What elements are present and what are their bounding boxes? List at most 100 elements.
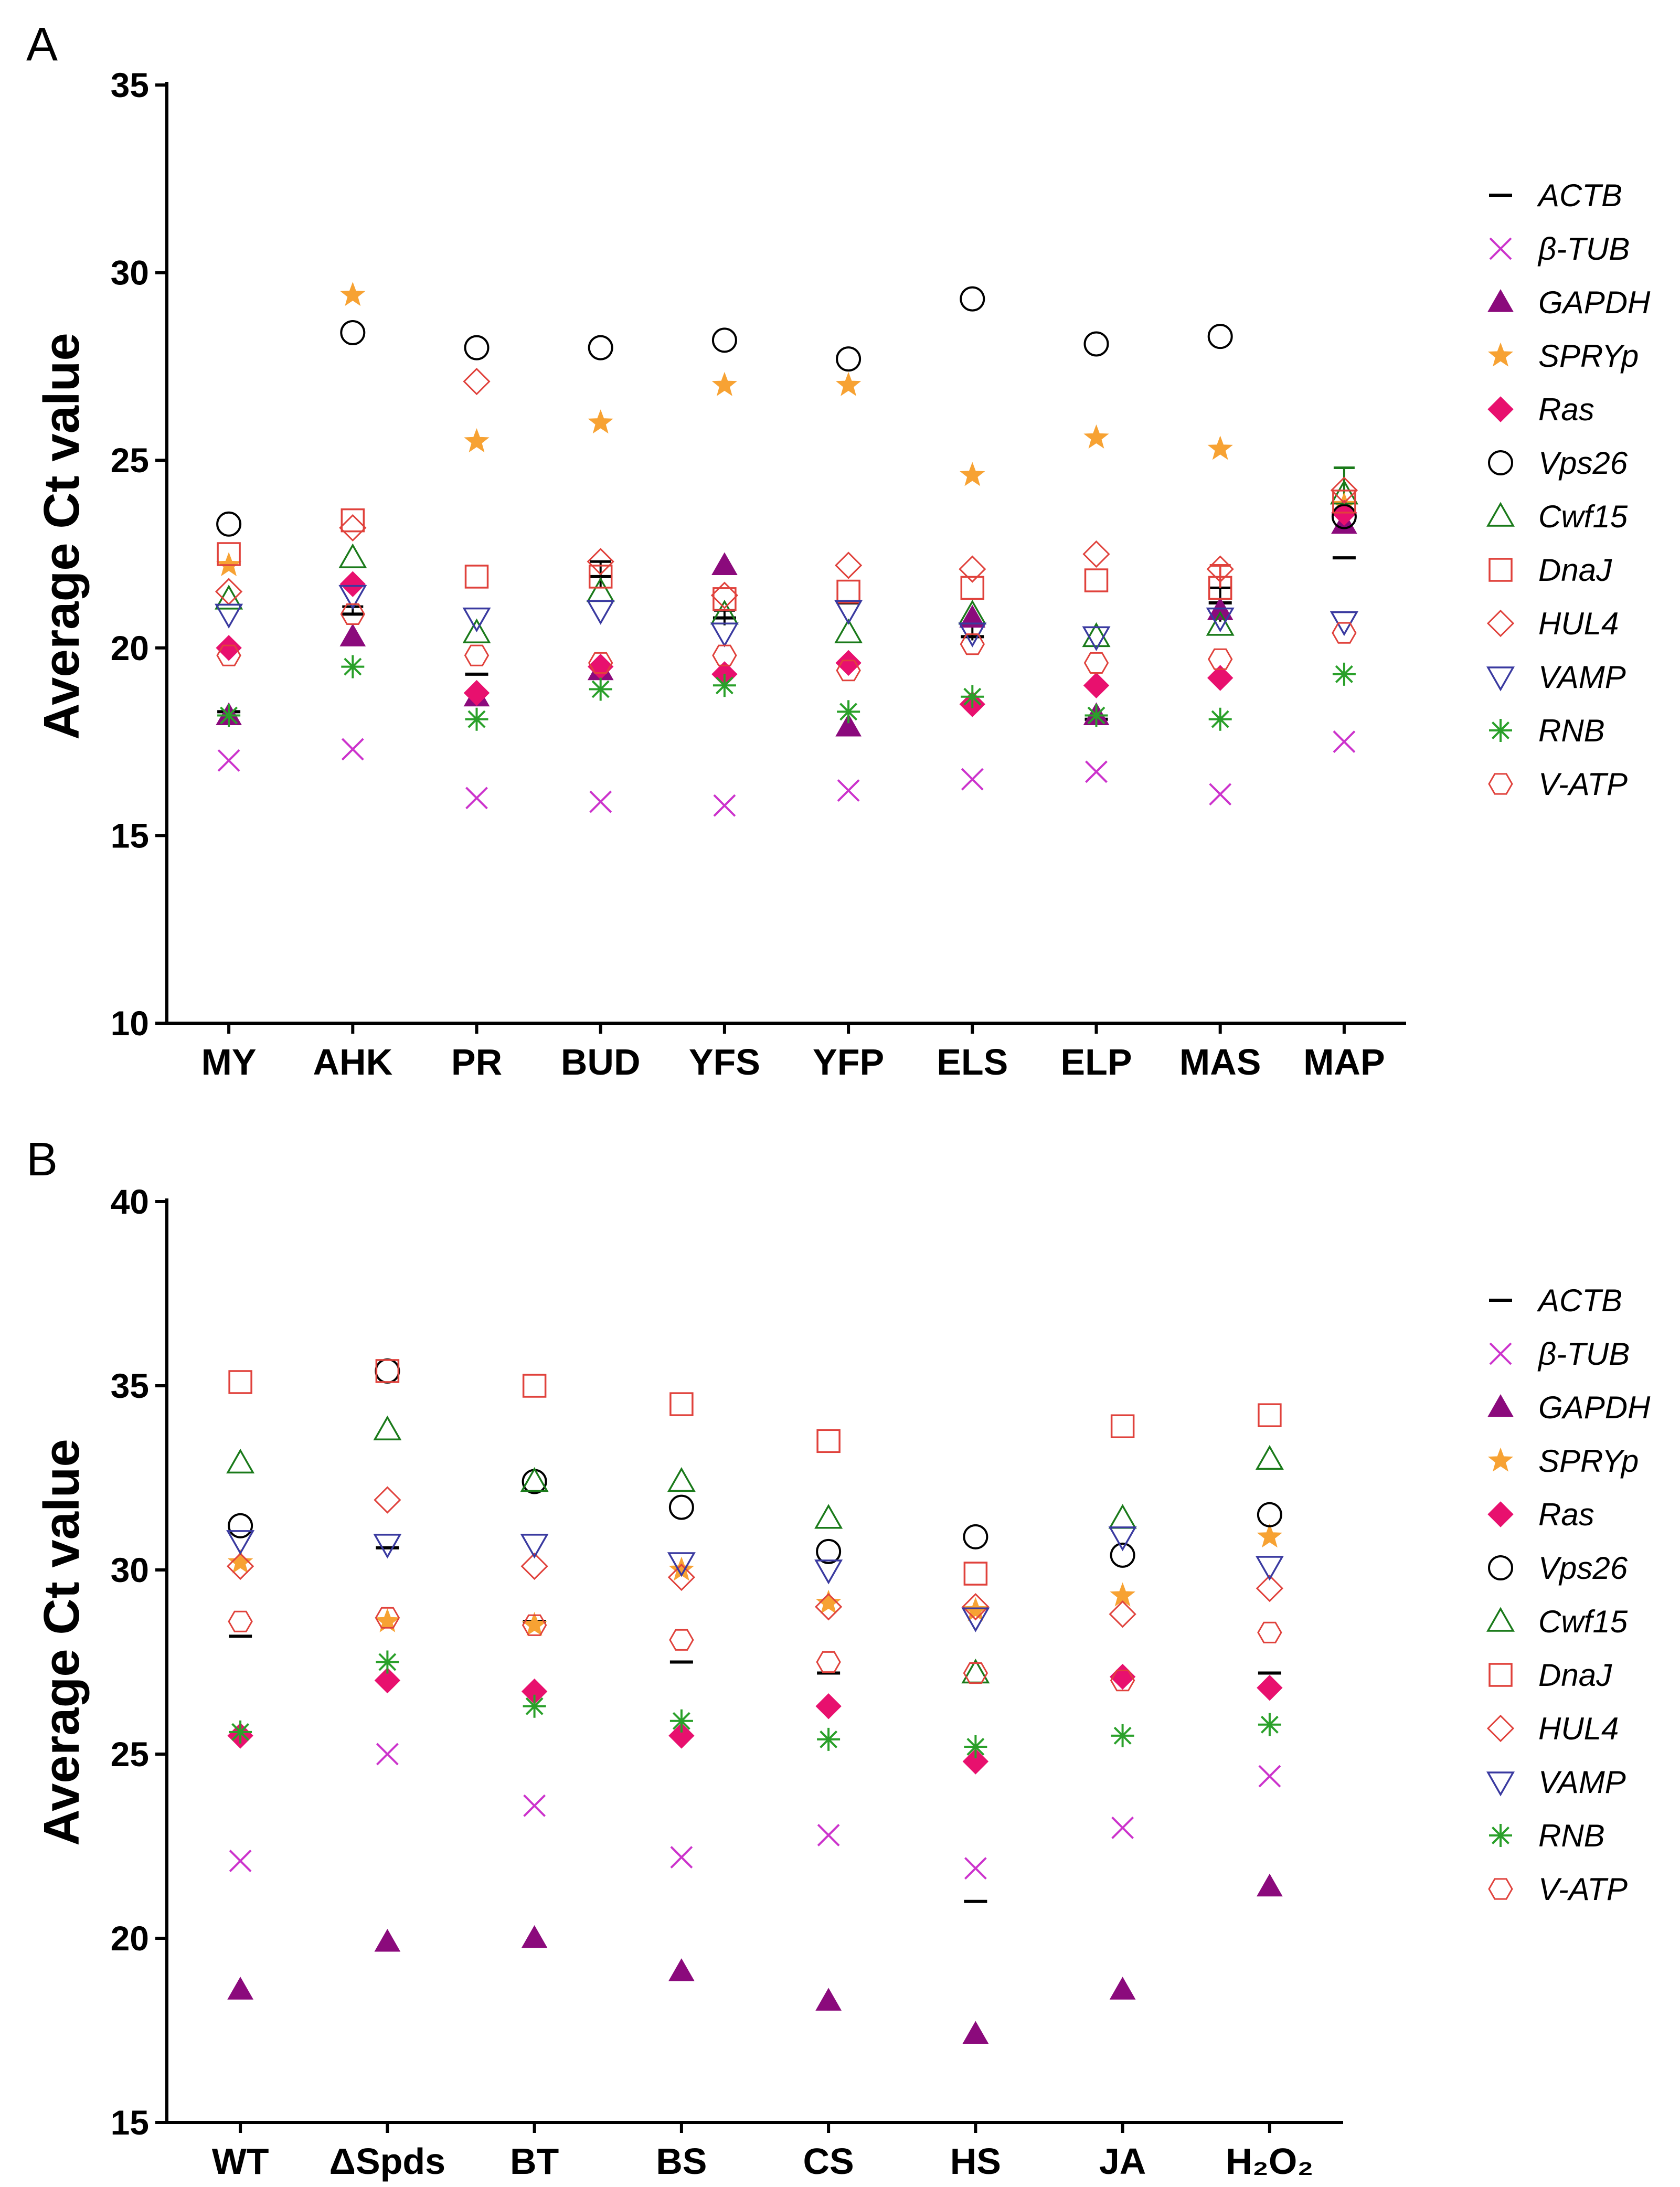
panel-a-y-tick-label: 25 xyxy=(111,441,149,480)
panel-b-legend-marker-gapdh xyxy=(1487,1394,1514,1417)
panel-b-point-dnaj-wt xyxy=(228,1370,252,1394)
panel-a-point-vps26-ahk xyxy=(340,320,366,346)
panel-b-point-vps26-hs xyxy=(963,1524,988,1549)
panel-b-point-spryp-wt xyxy=(227,1549,253,1574)
panel-a-category-label-pr: PR xyxy=(451,1042,502,1082)
panel-b-point-gapdh-bt xyxy=(521,1925,548,1948)
panel-b-legend-label-actb: ACTB xyxy=(1537,1283,1622,1318)
panel-a-point-rnb-bud xyxy=(589,677,612,701)
panel-a-point-vps26-map xyxy=(1331,504,1357,529)
panel-b-point-tub-cs xyxy=(817,1824,840,1846)
panel-a-point-gapdh-els xyxy=(959,604,986,628)
panel-a-point-hul4-els xyxy=(959,555,986,583)
panel-b-point-tub-hs xyxy=(964,1857,987,1880)
panel-a-legend-marker-ras xyxy=(1487,396,1514,422)
panel-a-point-spryp-mas xyxy=(1207,436,1233,460)
panel-a-category-label-mas: MAS xyxy=(1179,1042,1261,1082)
panel-a-point-tub-ahk xyxy=(341,738,364,761)
panel-a-axes: 10 15 20 25 30 35 MY AHK PR BUD YFS YFP ELS ELP MAS MAP xyxy=(111,66,1406,1082)
panel-a-legend-label-vps26: Vps26 xyxy=(1538,445,1628,481)
panel-b-point-vamp-hs xyxy=(961,1607,990,1632)
panel-a-point-tub-yfp xyxy=(837,779,860,802)
panel-b-point-ras-bs xyxy=(668,1723,695,1749)
panel-b-point-rnb-bt xyxy=(523,1694,546,1718)
panel-a-point-dnaj-yfs xyxy=(713,587,737,611)
panel-a-point-dnaj-yfp xyxy=(836,579,860,604)
panel-a-point-ras-my xyxy=(216,635,242,661)
panel-a-legend-label-rnb: RNB xyxy=(1538,713,1605,748)
panel-b-legend-marker-hul4 xyxy=(1486,1714,1515,1743)
panel-a-legend-label-v-atp: V-ATP xyxy=(1538,767,1628,802)
panel-a-point-spryp-elp xyxy=(1083,424,1109,449)
panel-b-point-tub-wt xyxy=(229,1850,252,1872)
panel-b-point-hul4-bs xyxy=(667,1563,695,1591)
panel-b-category-label-h-o: H₂O₂ xyxy=(1226,2141,1313,2182)
panel-a-point-ras-yfp xyxy=(835,650,862,676)
panel-a-point-vamp-bud xyxy=(586,600,615,625)
panel-a-point-dnaj-my xyxy=(217,542,241,566)
panel-a-point-rnb-my xyxy=(217,704,241,727)
panel-a-category-label-yfp: YFP xyxy=(813,1042,884,1082)
panel-a-point-dnaj-elp xyxy=(1084,568,1109,592)
panel-a-legend-label-actb: ACTB xyxy=(1537,178,1622,213)
panel-a-legend-marker-vamp xyxy=(1486,666,1515,692)
panel-a-y-tick-label: 10 xyxy=(111,1004,149,1043)
panel-a-legend-label-dnaj: DnaJ xyxy=(1538,553,1612,588)
panel-b-legend-marker-dnaj xyxy=(1488,1663,1513,1687)
panel-b-point-hul4-h-o xyxy=(1256,1574,1283,1602)
panel-a-point-cwf15-yfp xyxy=(834,618,863,643)
panel-b-legend-label-tub: β-TUB xyxy=(1537,1336,1630,1372)
panel-b-y-tick-label: 30 xyxy=(111,1551,149,1589)
panel-b-point-spryp-h-o xyxy=(1257,1523,1283,1548)
panel-a-legend-marker-hul4 xyxy=(1486,609,1515,638)
panel-a-point-vamp-ahk xyxy=(338,585,367,610)
panel-b-point-ras-h-o xyxy=(1257,1674,1283,1701)
panel-b-legend-label-dnaj: DnaJ xyxy=(1538,1658,1612,1693)
panel-b-point-ras-cs xyxy=(815,1693,842,1719)
panel-b-point-gapdh-wt xyxy=(227,1977,253,2000)
panel-a-point-v-atp-pr xyxy=(464,644,490,666)
panel-b-point-hul4-hs xyxy=(962,1593,990,1621)
panel-a-point-cwf15-pr xyxy=(462,618,491,643)
panel-b-point-vps26-h-o xyxy=(1257,1502,1282,1527)
panel-a-point-rnb-pr xyxy=(465,707,488,731)
panel-b-y-axis-label: Average Ct value xyxy=(34,1439,90,1845)
panel-a-point-v-atp-bud xyxy=(588,652,613,674)
panel-b-point-dnaj-spds xyxy=(375,1359,400,1383)
panel-b-y-tick-label: 40 xyxy=(111,1182,149,1221)
panel-a-point-spryp-ahk xyxy=(340,282,366,306)
panel-b-point-v-atp-spds xyxy=(375,1607,400,1629)
panel-b-legend-label-ras: Ras xyxy=(1538,1497,1594,1532)
panel-b-points xyxy=(226,1358,1284,2044)
panel-a-legend-marker-cwf15 xyxy=(1486,502,1515,527)
panel-a-point-vps26-els xyxy=(960,286,985,312)
panel-a-legend-marker-rnb xyxy=(1489,719,1512,742)
panel-b-category-label-spds: ΔSpds xyxy=(329,2141,445,2182)
panel-b-point-hul4-cs xyxy=(815,1593,843,1621)
panel-a-point-gapdh-ahk xyxy=(339,623,366,646)
panel-a-point-rnb-ahk xyxy=(341,655,365,678)
panel-b-point-v-atp-hs xyxy=(963,1662,988,1684)
panel-a-point-vps26-mas xyxy=(1207,324,1233,349)
panel-a-point-cwf15-elp xyxy=(1082,622,1111,647)
panel-a-category-label-my: MY xyxy=(201,1042,257,1082)
panel-a-category-label-yfs: YFS xyxy=(689,1042,760,1082)
panel-a-point-hul4-pr xyxy=(463,367,491,396)
panel-b-category-label-bt: BT xyxy=(510,2141,559,2182)
panel-a-point-ras-elp xyxy=(1083,672,1110,699)
panel-a-point-gapdh-yfs xyxy=(711,552,738,575)
panel-a-point-v-atp-map xyxy=(1332,622,1357,644)
panel-a-point-tub-yfs xyxy=(713,794,736,817)
panel-a-points xyxy=(215,282,1358,817)
panel-a-legend-label-ras: Ras xyxy=(1538,392,1594,427)
panel-a-point-v-atp-yfs xyxy=(712,644,737,666)
panel-a-point-dnaj-els xyxy=(960,576,985,600)
panel-a-point-spryp-yfs xyxy=(711,371,738,396)
panel-b-y-tick-label: 20 xyxy=(111,1919,149,1958)
panel-a-point-vps26-yfs xyxy=(711,327,737,353)
panel-a-y-tick-label: 15 xyxy=(111,816,149,855)
panel-b-point-hul4-spds xyxy=(374,1486,401,1514)
panel-b-point-rnb-wt xyxy=(229,1720,252,1744)
panel-b-y-tick-label: 15 xyxy=(111,2103,149,2142)
